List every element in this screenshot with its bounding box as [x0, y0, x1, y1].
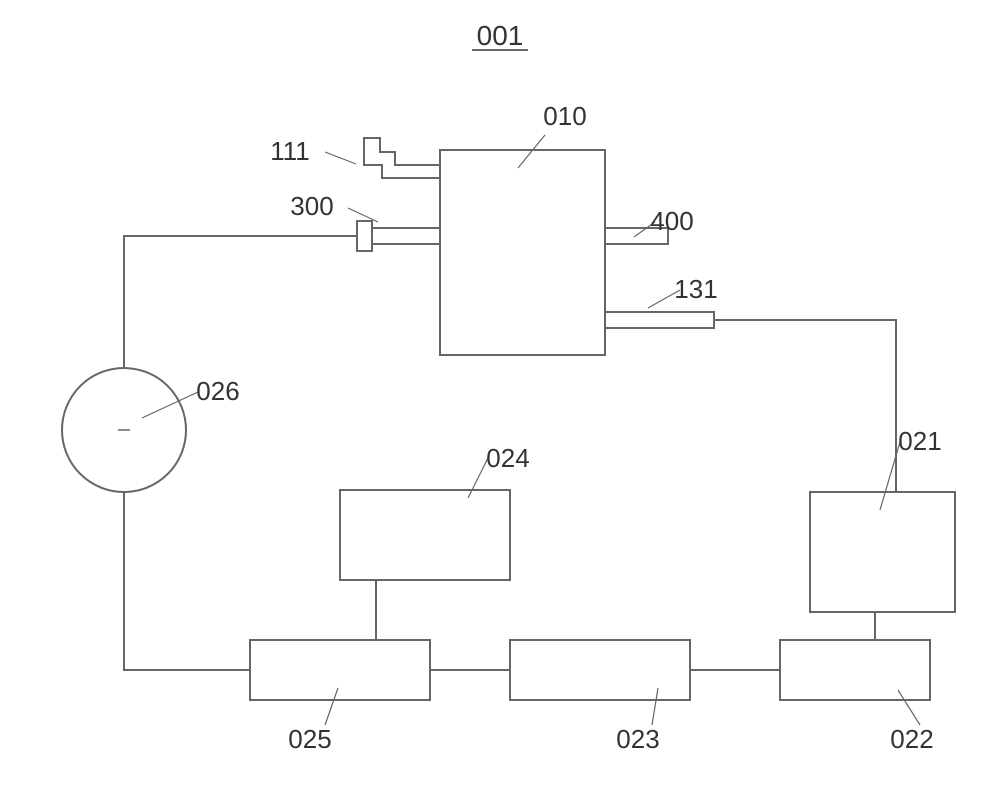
svg-text:025: 025 — [288, 724, 331, 754]
svg-text:023: 023 — [616, 724, 659, 754]
svg-text:022: 022 — [890, 724, 933, 754]
diagram-svg: 001 026 010 111 300 400 131 024 021 025 023 022 — [0, 0, 1000, 810]
svg-text:026: 026 — [196, 376, 239, 406]
svg-text:300: 300 — [290, 191, 333, 221]
svg-text:111: 111 — [270, 136, 310, 166]
svg-text:131: 131 — [674, 274, 717, 304]
svg-text:021: 021 — [898, 426, 941, 456]
svg-text:010: 010 — [543, 101, 586, 131]
svg-text:400: 400 — [650, 206, 693, 236]
svg-text:024: 024 — [486, 443, 529, 473]
svg-text:001: 001 — [477, 20, 524, 51]
